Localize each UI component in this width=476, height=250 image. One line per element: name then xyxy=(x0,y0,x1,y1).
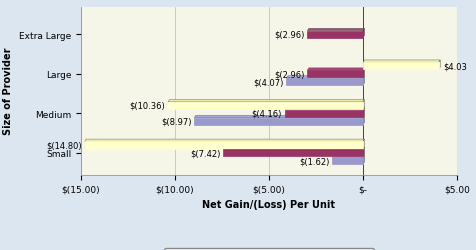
Bar xyxy=(363,63,439,70)
Text: $4.03: $4.03 xyxy=(443,62,467,71)
Y-axis label: Size of Provider: Size of Provider xyxy=(3,48,13,135)
Polygon shape xyxy=(85,140,365,142)
Polygon shape xyxy=(363,100,365,110)
Text: $(4.07): $(4.07) xyxy=(253,78,284,87)
Text: $(8.97): $(8.97) xyxy=(161,117,191,126)
Polygon shape xyxy=(223,148,365,150)
Polygon shape xyxy=(363,29,365,39)
Bar xyxy=(307,71,363,78)
Text: $(1.62): $(1.62) xyxy=(299,157,330,166)
Polygon shape xyxy=(363,68,365,78)
Legend: All Other, New York City, Suburbs: All Other, New York City, Suburbs xyxy=(164,248,374,250)
Text: $(4.16): $(4.16) xyxy=(251,110,282,118)
Polygon shape xyxy=(333,155,365,158)
Polygon shape xyxy=(363,76,365,86)
Polygon shape xyxy=(363,155,365,165)
Polygon shape xyxy=(363,116,365,125)
Text: $(2.96): $(2.96) xyxy=(274,70,305,79)
Bar xyxy=(307,32,363,39)
Polygon shape xyxy=(439,61,440,70)
Bar xyxy=(285,110,363,118)
Bar xyxy=(333,158,363,165)
Text: $(10.36): $(10.36) xyxy=(129,102,165,110)
Bar xyxy=(194,118,363,125)
Bar xyxy=(168,102,363,110)
Text: $(7.42): $(7.42) xyxy=(190,149,220,158)
Polygon shape xyxy=(285,108,365,110)
Polygon shape xyxy=(363,140,365,149)
Polygon shape xyxy=(363,148,365,157)
Polygon shape xyxy=(363,108,365,118)
Text: $(14.80): $(14.80) xyxy=(46,141,82,150)
Polygon shape xyxy=(194,116,365,118)
Polygon shape xyxy=(287,76,365,79)
Polygon shape xyxy=(307,68,365,71)
Bar xyxy=(287,79,363,86)
Text: $(2.96): $(2.96) xyxy=(274,30,305,40)
Bar xyxy=(223,150,363,157)
Polygon shape xyxy=(168,100,365,102)
Bar xyxy=(85,142,363,149)
X-axis label: Net Gain/(Loss) Per Unit: Net Gain/(Loss) Per Unit xyxy=(202,199,336,209)
Polygon shape xyxy=(307,29,365,32)
Polygon shape xyxy=(363,61,440,63)
